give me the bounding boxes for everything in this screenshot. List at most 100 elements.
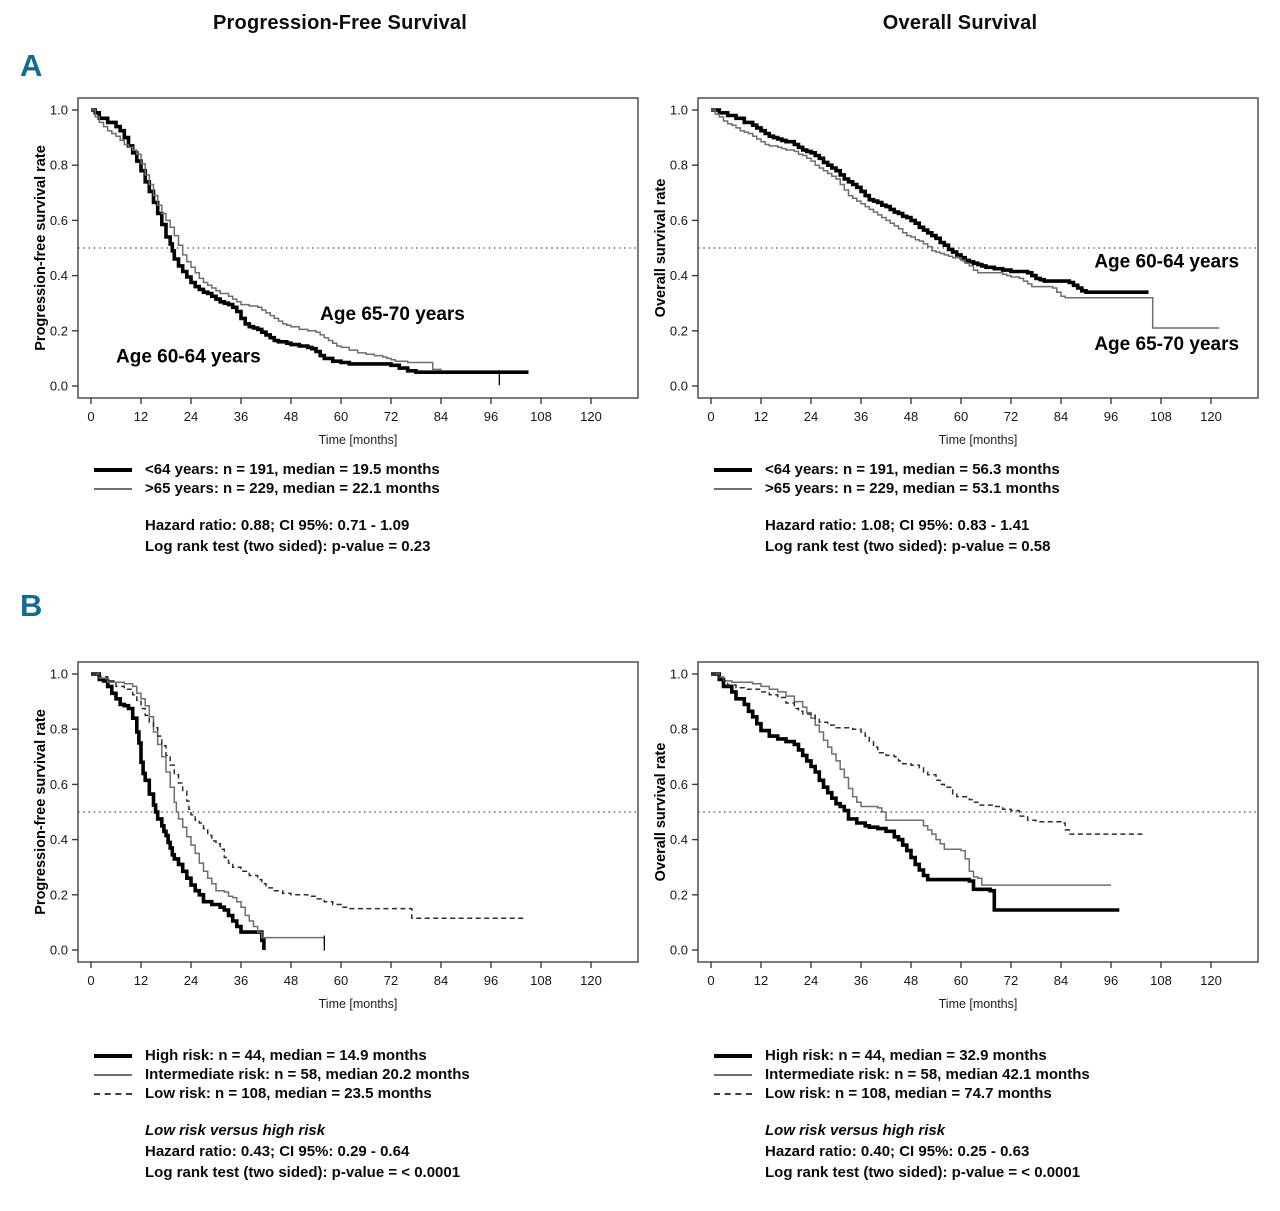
y-axis-title: Overall survival rate bbox=[653, 743, 669, 882]
plot-area-pfs-by-risk: 0.0 0.2 0.4 0.6 0.8 1.0 0 12 24 36 48 60 72 84 96 108 12… bbox=[30, 652, 654, 1014]
legend-label: >65 years: n = 229, median = 22.1 months bbox=[145, 480, 440, 497]
legend-label: <64 years: n = 191, median = 56.3 months bbox=[765, 461, 1060, 478]
y-tick-label: 0.2 bbox=[670, 887, 688, 902]
y-tick-label: 0.6 bbox=[670, 777, 688, 792]
km-curve-high-risk bbox=[711, 672, 1120, 912]
legend-row: >65 years: n = 229, median = 22.1 months bbox=[94, 479, 654, 498]
x-tick-label: 12 bbox=[134, 409, 148, 424]
legend-row: Intermediate risk: n = 58, median 20.2 m… bbox=[94, 1065, 654, 1084]
x-tick-label: 96 bbox=[1104, 409, 1118, 424]
legend-swatch-thin-line bbox=[714, 487, 752, 490]
km-plot-os-by-age: 0.0 0.2 0.4 0.6 0.8 1.0 0 12 24 36 48 60 72 84 96 108 12… bbox=[653, 97, 1259, 447]
x-tick-label: 120 bbox=[580, 409, 602, 424]
legend-swatch-thick-line bbox=[714, 1053, 752, 1058]
legend-pfs-by-risk: High risk: n = 44, median = 14.9 months I… bbox=[94, 1046, 654, 1183]
x-axis-title: Time [months] bbox=[319, 997, 398, 1011]
plot-area-os-by-age: 0.0 0.2 0.4 0.6 0.8 1.0 0 12 24 36 48 60 72 84 96 108 12… bbox=[650, 88, 1274, 450]
km-curve-age-65-70-years bbox=[91, 109, 442, 371]
legend-row: <64 years: n = 191, median = 19.5 months bbox=[94, 460, 654, 479]
y-tick-label: 0.2 bbox=[50, 323, 68, 338]
x-tick-label: 72 bbox=[384, 409, 398, 424]
y-tick-label: 0.0 bbox=[50, 943, 68, 958]
y-axis-title: Progression-free survival rate bbox=[33, 145, 49, 351]
chart-os-by-risk: 0.0 0.2 0.4 0.6 0.8 1.0 0 12 24 36 48 60 72 84 96 108 12… bbox=[650, 652, 1274, 1183]
stats-block: Hazard ratio: 1.08; CI 95%: 0.83 - 1.41 L… bbox=[765, 515, 1274, 557]
plot-area-pfs-by-age: 0.0 0.2 0.4 0.6 0.8 1.0 0 12 24 36 48 60 72 84 96 108 12… bbox=[30, 88, 654, 450]
legend-rows: High risk: n = 44, median = 14.9 months I… bbox=[94, 1046, 654, 1103]
legend-row: >65 years: n = 229, median = 53.1 months bbox=[714, 479, 1274, 498]
stat-line: Log rank test (two sided): p-value = < 0… bbox=[765, 1164, 1081, 1181]
y-tick-label: 0.8 bbox=[670, 158, 688, 173]
x-tick-label: 72 bbox=[1004, 973, 1018, 988]
chart-pfs-by-risk: 0.0 0.2 0.4 0.6 0.8 1.0 0 12 24 36 48 60 72 84 96 108 12… bbox=[30, 652, 654, 1183]
y-tick-label: 0.6 bbox=[670, 213, 688, 228]
km-curve-age-60-64-years bbox=[711, 108, 1149, 294]
legend-rows: <64 years: n = 191, median = 19.5 months… bbox=[94, 460, 654, 498]
legend-label: >65 years: n = 229, median = 53.1 months bbox=[765, 480, 1060, 497]
legend-row: Low risk: n = 108, median = 74.7 months bbox=[714, 1084, 1274, 1103]
stats-block: Low risk versus high risk Hazard ratio: 0… bbox=[145, 1120, 654, 1183]
curve-label: Age 65-70 years bbox=[1094, 334, 1239, 355]
y-axis-title: Overall survival rate bbox=[653, 179, 669, 318]
panel-b-label: B bbox=[20, 588, 43, 623]
y-tick-label: 0.0 bbox=[50, 379, 68, 394]
stat-line: Log rank test (two sided): p-value = < 0… bbox=[145, 1164, 461, 1181]
km-curve-low-risk bbox=[91, 673, 525, 920]
legend-swatch-dashed-line bbox=[714, 1092, 752, 1095]
x-tick-label: 0 bbox=[707, 973, 714, 988]
km-curve-low-risk bbox=[711, 673, 1145, 835]
y-tick-label: 0.8 bbox=[670, 722, 688, 737]
legend-swatch-thick-line bbox=[94, 1053, 132, 1058]
legend-swatch-dashed-line bbox=[94, 1092, 132, 1095]
y-tick-label: 0.4 bbox=[50, 832, 68, 847]
km-plot-os-by-risk: 0.0 0.2 0.4 0.6 0.8 1.0 0 12 24 36 48 60 72 84 96 108 12… bbox=[653, 661, 1259, 1011]
km-plot-pfs-by-age: 0.0 0.2 0.4 0.6 0.8 1.0 0 12 24 36 48 60 72 84 96 108 12… bbox=[33, 97, 639, 447]
x-tick-label: 60 bbox=[334, 409, 348, 424]
legend-swatch-thin-line bbox=[94, 487, 132, 490]
legend-label: Low risk: n = 108, median = 74.7 months bbox=[765, 1085, 1052, 1102]
legend-row: Intermediate risk: n = 58, median 42.1 m… bbox=[714, 1065, 1274, 1084]
legend-os-by-risk: High risk: n = 44, median = 32.9 months I… bbox=[714, 1046, 1274, 1183]
x-tick-label: 84 bbox=[434, 973, 448, 988]
x-tick-label: 72 bbox=[384, 973, 398, 988]
y-tick-label: 1.0 bbox=[670, 103, 688, 118]
stat-line: Hazard ratio: 0.40; CI 95%: 0.25 - 0.63 bbox=[765, 1143, 1030, 1160]
stat-line: Log rank test (two sided): p-value = 0.5… bbox=[765, 538, 1051, 555]
comparison-label: Low risk versus high risk bbox=[765, 1122, 946, 1139]
km-curve-intermediate-risk bbox=[91, 673, 325, 939]
x-tick-label: 0 bbox=[87, 973, 94, 988]
km-plot-pfs-by-risk: 0.0 0.2 0.4 0.6 0.8 1.0 0 12 24 36 48 60 72 84 96 108 12… bbox=[33, 661, 639, 1011]
x-tick-label: 0 bbox=[707, 409, 714, 424]
km-curve-high-risk bbox=[91, 672, 266, 950]
y-tick-label: 0.2 bbox=[670, 323, 688, 338]
km-curve-intermediate-risk bbox=[711, 673, 1111, 886]
y-axis-title: Progression-free survival rate bbox=[33, 709, 49, 915]
x-tick-label: 120 bbox=[1200, 973, 1222, 988]
y-tick-label: 0.8 bbox=[50, 722, 68, 737]
y-tick-label: 0.6 bbox=[50, 777, 68, 792]
column-title-os: Overall Survival bbox=[882, 12, 1038, 34]
legend-swatch-thin-line bbox=[94, 1073, 132, 1076]
x-tick-label: 96 bbox=[1104, 973, 1118, 988]
stat-line: Hazard ratio: 0.43; CI 95%: 0.29 - 0.64 bbox=[145, 1143, 410, 1160]
legend-row: <64 years: n = 191, median = 56.3 months bbox=[714, 460, 1274, 479]
legend-label: Intermediate risk: n = 58, median 42.1 m… bbox=[765, 1066, 1090, 1083]
km-curve-age-65-70-years bbox=[711, 109, 1220, 329]
legend-label: High risk: n = 44, median = 14.9 months bbox=[145, 1047, 427, 1064]
x-tick-label: 36 bbox=[854, 973, 868, 988]
x-tick-label: 36 bbox=[234, 409, 248, 424]
x-axis-title: Time [months] bbox=[319, 433, 398, 447]
x-tick-label: 108 bbox=[530, 409, 552, 424]
y-tick-label: 0.0 bbox=[670, 943, 688, 958]
x-axis-title: Time [months] bbox=[939, 433, 1018, 447]
km-curve-age-60-64-years bbox=[91, 108, 529, 374]
legend-rows: High risk: n = 44, median = 32.9 months I… bbox=[714, 1046, 1274, 1103]
x-tick-label: 24 bbox=[804, 973, 818, 988]
legend-label: Intermediate risk: n = 58, median 20.2 m… bbox=[145, 1066, 470, 1083]
legend-row: Low risk: n = 108, median = 23.5 months bbox=[94, 1084, 654, 1103]
x-tick-label: 24 bbox=[184, 973, 198, 988]
x-tick-label: 24 bbox=[804, 409, 818, 424]
legend-row: High risk: n = 44, median = 32.9 months bbox=[714, 1046, 1274, 1065]
stat-line: Hazard ratio: 0.88; CI 95%: 0.71 - 1.09 bbox=[145, 517, 410, 534]
